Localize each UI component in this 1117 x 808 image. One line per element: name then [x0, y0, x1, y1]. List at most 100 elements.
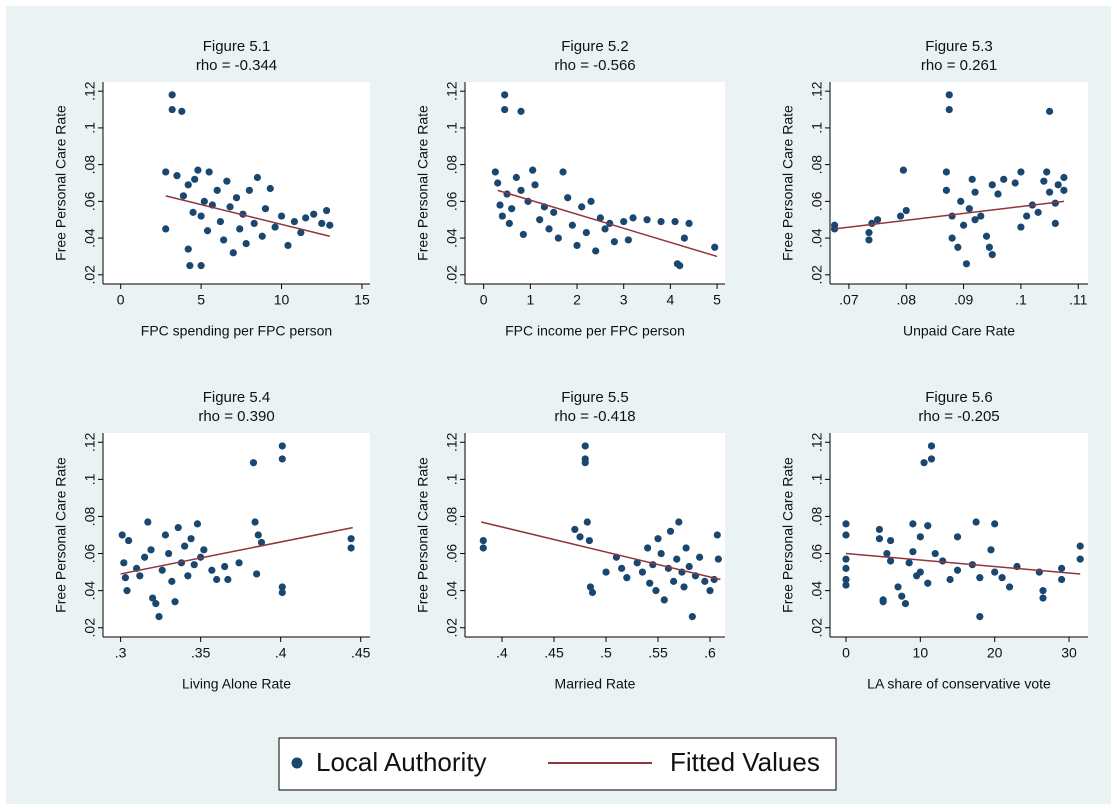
data-point [181, 542, 189, 550]
data-point [1034, 208, 1042, 216]
data-point [261, 205, 270, 213]
data-point [576, 533, 584, 541]
data-point [253, 173, 262, 182]
data-point [638, 568, 647, 576]
data-point [498, 212, 506, 220]
data-point [982, 232, 991, 240]
x-tick-label: 2 [573, 292, 581, 308]
y-tick-label: .12 [444, 432, 460, 452]
data-point [899, 166, 907, 174]
x-tick-label: 30 [1061, 645, 1077, 661]
data-point [236, 225, 244, 233]
chart-subtitle: rho = 0.390 [198, 408, 274, 425]
data-point [883, 549, 891, 558]
data-point [657, 549, 665, 558]
fitted-line [120, 526, 353, 575]
data-point [685, 219, 693, 227]
data-point [696, 553, 704, 561]
data-point [909, 520, 917, 528]
data-point [197, 262, 205, 270]
data-point [178, 107, 186, 115]
data-point [278, 588, 286, 597]
data-point [1060, 186, 1068, 194]
data-point [1039, 587, 1047, 595]
data-point [865, 236, 873, 244]
chart-title: Figure 5.5 [561, 389, 629, 406]
x-tick-label: 3 [620, 292, 628, 308]
data-point [118, 531, 126, 539]
data-point [512, 173, 520, 182]
data-point [706, 587, 714, 595]
data-point [149, 594, 157, 602]
y-tick-label: .04 [82, 228, 98, 248]
data-point [680, 234, 688, 242]
data-point [896, 212, 905, 220]
data-point [905, 559, 913, 567]
data-point [959, 221, 968, 229]
data-point [953, 566, 962, 574]
x-tick-label: 4 [666, 292, 674, 308]
fitted-line [497, 189, 718, 258]
data-point [991, 520, 999, 528]
y-tick-label: .06 [444, 544, 460, 564]
data-point [1051, 199, 1059, 207]
x-tick-label: .07 [839, 292, 859, 308]
y-tick-label: .1 [809, 473, 825, 485]
data-point [954, 243, 962, 251]
data-point [688, 613, 696, 621]
data-point [987, 546, 995, 554]
data-point [920, 459, 928, 467]
data-point [1058, 564, 1066, 572]
data-point [1060, 173, 1068, 182]
y-tick-label: .08 [809, 155, 825, 175]
data-point [501, 105, 509, 114]
data-point [245, 186, 253, 194]
x-axis-title: Married Rate [555, 676, 636, 692]
data-point [1039, 594, 1047, 602]
data-point [582, 228, 590, 237]
data-point [125, 536, 133, 545]
data-point [223, 177, 231, 185]
data-point [165, 549, 173, 558]
data-point [902, 206, 910, 215]
x-tick-label: 5 [197, 292, 205, 308]
data-point [168, 577, 176, 585]
chart-subtitle: rho = -0.566 [554, 57, 635, 74]
data-point [479, 544, 487, 552]
data-point [633, 559, 641, 567]
data-point [875, 525, 884, 534]
data-point [545, 225, 553, 233]
data-point [249, 459, 258, 467]
x-tick-label: 0 [842, 645, 850, 661]
data-point [927, 442, 936, 450]
legend-label: Fitted Values [670, 747, 820, 777]
plot-region [103, 433, 370, 637]
data-point [916, 533, 924, 541]
data-point [618, 564, 626, 572]
data-point [666, 527, 675, 535]
data-point [144, 518, 152, 526]
data-point [1045, 188, 1054, 196]
data-point [220, 236, 228, 244]
x-tick-label: .4 [275, 645, 287, 661]
data-point [962, 260, 971, 268]
data-point [931, 549, 939, 558]
data-point [953, 533, 962, 541]
data-point [711, 243, 719, 251]
data-point [965, 205, 973, 213]
y-tick-label: .08 [444, 155, 460, 175]
data-point [957, 197, 965, 205]
data-point [670, 577, 678, 585]
chart-title: Figure 5.4 [203, 389, 271, 406]
fitted-line [165, 195, 330, 237]
data-point [213, 186, 221, 194]
data-point [942, 186, 950, 194]
data-point [155, 613, 163, 621]
x-tick-label: .08 [897, 292, 917, 308]
x-axis-title: Unpaid Care Rate [903, 323, 1015, 339]
x-tick-label: 10 [913, 645, 929, 661]
x-tick-label: 1 [526, 292, 534, 308]
data-point [1017, 168, 1025, 176]
data-point [886, 557, 895, 565]
